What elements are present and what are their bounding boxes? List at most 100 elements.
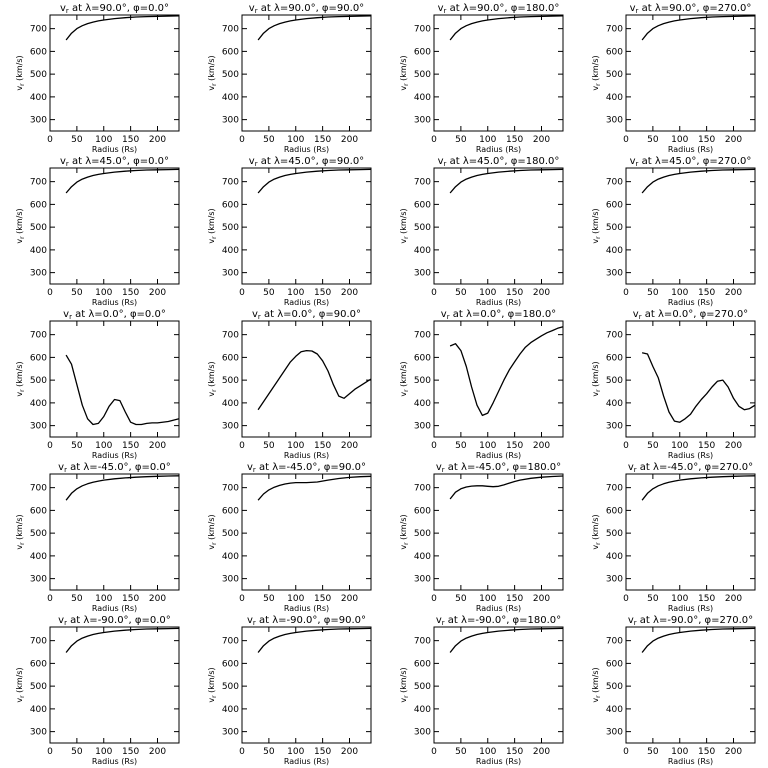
y-tick-label: 400 <box>30 705 47 715</box>
x-tick-label: 150 <box>506 135 523 145</box>
series-line <box>65 354 180 426</box>
y-tick-label: 700 <box>222 637 239 647</box>
y-tick-label: 400 <box>30 552 47 562</box>
y-tick-label: 400 <box>606 246 623 256</box>
x-axis-label: Radius (Rs) <box>92 757 137 766</box>
x-axis-label: Radius (Rs) <box>476 145 521 154</box>
y-tick-label: 400 <box>222 399 239 409</box>
chart-panel: 0 50 100 150 200 300 400 500 600 700 Radius (Rs) vr… <box>576 459 768 613</box>
chart-panel: 0 50 100 150 200 300 400 500 600 700 Radius (Rs) vr… <box>576 0 768 154</box>
y-tick-label: 500 <box>414 376 431 386</box>
x-axis-label: Radius (Rs) <box>668 604 713 613</box>
y-tick-label: 700 <box>222 25 239 35</box>
y-tick-label: 500 <box>222 529 239 539</box>
y-tick-label: 300 <box>414 575 431 585</box>
x-tick-label: 150 <box>698 288 715 298</box>
x-tick-label: 50 <box>455 747 467 757</box>
chart-panel: 0 50 100 150 200 300 400 500 600 700 Radius (Rs) vr… <box>384 153 576 307</box>
y-tick-label: 700 <box>414 178 431 188</box>
x-axis-label: Radius (Rs) <box>668 145 713 154</box>
series-line <box>257 475 372 501</box>
x-tick-label: 200 <box>725 747 742 757</box>
series-line <box>257 349 372 411</box>
x-tick-label: 100 <box>287 288 304 298</box>
panel-title: vr at λ=0.0°, φ=0.0° <box>63 309 166 321</box>
x-axis-label: Radius (Rs) <box>92 298 137 307</box>
x-tick-label: 150 <box>698 594 715 604</box>
x-tick-label: 150 <box>698 441 715 451</box>
x-axis-label: Radius (Rs) <box>92 145 137 154</box>
x-tick-label: 150 <box>122 135 139 145</box>
panel-title: vr at λ=-90.0°, φ=0.0° <box>58 615 171 627</box>
y-axis-label: vr (km/s) <box>15 55 26 90</box>
y-tick-label: 500 <box>606 223 623 233</box>
x-tick-label: 50 <box>647 747 659 757</box>
x-axis-label: Radius (Rs) <box>284 145 329 154</box>
plot-frame <box>49 473 180 591</box>
y-axis-label: vr (km/s) <box>207 208 218 243</box>
series-line <box>257 15 372 41</box>
plot-frame <box>241 167 372 285</box>
x-tick-label: 50 <box>71 747 83 757</box>
y-tick-label: 700 <box>414 637 431 647</box>
chart-panel: 0 50 100 150 200 300 400 500 600 700 Radius (Rs) vr… <box>576 153 768 307</box>
y-tick-label: 500 <box>222 70 239 80</box>
chart-svg: 0 50 100 150 200 300 400 500 600 700 Radius (Rs) vr… <box>15 462 180 613</box>
x-tick-label: 200 <box>533 747 550 757</box>
y-tick-label: 400 <box>414 93 431 103</box>
x-tick-label: 0 <box>431 594 437 604</box>
panel-title: vr at λ=45.0°, φ=0.0° <box>60 156 169 168</box>
plot-frame <box>625 14 756 132</box>
plot-frame <box>49 626 180 744</box>
y-tick-label: 700 <box>30 331 47 341</box>
x-tick-label: 50 <box>71 441 83 451</box>
x-tick-label: 0 <box>623 288 629 298</box>
y-tick-label: 600 <box>30 659 47 669</box>
x-tick-label: 100 <box>671 441 688 451</box>
panel-title: vr at λ=0.0°, φ=180.0° <box>441 309 556 321</box>
x-tick-label: 50 <box>647 288 659 298</box>
x-tick-label: 100 <box>287 135 304 145</box>
plot-frame <box>49 14 180 132</box>
series-line <box>449 475 564 500</box>
x-tick-label: 100 <box>479 288 496 298</box>
y-tick-label: 500 <box>222 376 239 386</box>
y-tick-label: 400 <box>606 705 623 715</box>
x-tick-label: 50 <box>455 441 467 451</box>
x-tick-label: 150 <box>314 288 331 298</box>
x-axis-label: Radius (Rs) <box>284 604 329 613</box>
y-tick-label: 300 <box>222 116 239 126</box>
x-tick-label: 100 <box>95 594 112 604</box>
x-tick-label: 50 <box>263 135 275 145</box>
x-tick-label: 0 <box>239 135 245 145</box>
panel-title: vr at λ=-45.0°, φ=0.0° <box>58 462 171 474</box>
x-tick-label: 0 <box>239 594 245 604</box>
y-tick-label: 500 <box>222 682 239 692</box>
y-tick-label: 400 <box>414 705 431 715</box>
y-tick-label: 400 <box>606 399 623 409</box>
y-tick-label: 500 <box>414 223 431 233</box>
y-tick-label: 700 <box>606 25 623 35</box>
x-tick-label: 150 <box>314 441 331 451</box>
x-tick-label: 100 <box>287 747 304 757</box>
series-line <box>449 326 564 417</box>
x-tick-label: 0 <box>431 441 437 451</box>
x-tick-label: 50 <box>71 594 83 604</box>
panel-title: vr at λ=-90.0°, φ=90.0° <box>247 615 366 627</box>
y-tick-label: 500 <box>30 70 47 80</box>
y-axis-label: vr (km/s) <box>399 208 410 243</box>
x-tick-label: 150 <box>698 747 715 757</box>
plot-frame <box>49 167 180 285</box>
y-axis-label: vr (km/s) <box>15 361 26 396</box>
panel-title: vr at λ=90.0°, φ=90.0° <box>249 3 364 15</box>
y-tick-label: 600 <box>606 200 623 210</box>
x-tick-label: 200 <box>533 288 550 298</box>
plot-frame <box>433 473 564 591</box>
x-tick-label: 50 <box>263 594 275 604</box>
series-line <box>257 168 372 194</box>
y-tick-label: 500 <box>606 376 623 386</box>
x-tick-label: 100 <box>479 747 496 757</box>
chart-svg: 0 50 100 150 200 300 400 500 600 700 Radius (Rs) vr… <box>399 615 564 766</box>
chart-panel: 0 50 100 150 200 300 400 500 600 700 Radius (Rs) vr… <box>576 612 768 766</box>
